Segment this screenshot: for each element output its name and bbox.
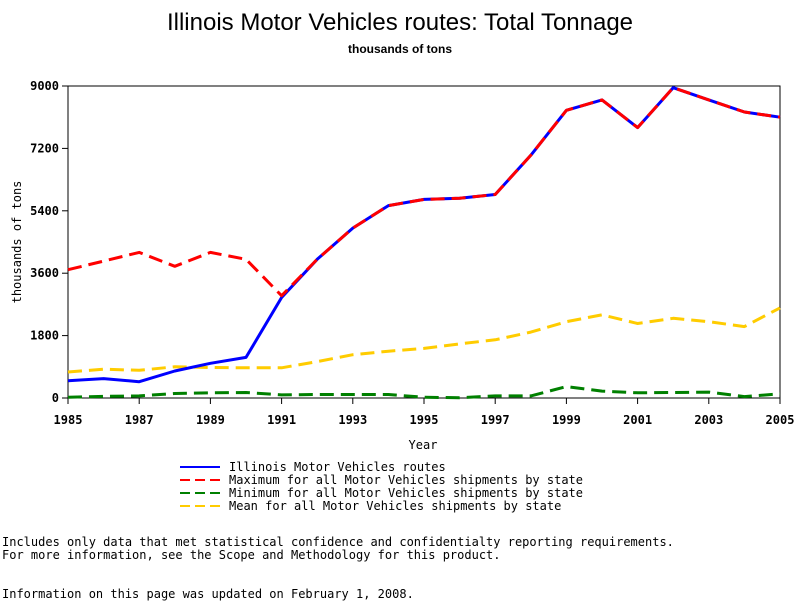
series-line-1 [67,86,781,298]
x-tick-label: 1995 [410,413,439,427]
y-tick-label: 0 [52,391,59,405]
legend-label-2: Minimum for all Motor Vehicles shipments… [229,486,583,500]
series-line-0 [67,86,781,384]
note-updated: Information on this page was updated on … [2,587,414,601]
y-tick-label: 5400 [30,204,59,218]
x-tick-label: 2001 [623,413,652,427]
y-axis-label: thousands of tons [10,181,24,304]
x-tick-label: 1987 [125,413,154,427]
series-group [67,86,781,400]
y-tick-label: 3600 [30,266,59,280]
x-tick-label: 2005 [766,413,795,427]
x-tick-label: 2003 [694,413,723,427]
x-tick-label: 1991 [267,413,296,427]
plot-frame [67,85,781,399]
x-axis: 1985 1987 1989 1991 1993 1995 1997 1999 2001 2003… [54,398,795,427]
legend-label-0: Illinois Motor Vehicles routes [229,460,446,474]
legend-label-3: Mean for all Motor Vehicles shipments by… [229,499,561,513]
x-axis-label: Year [409,438,438,452]
y-tick-label: 1800 [30,329,59,343]
legend-label-1: Maximum for all Motor Vehicles shipments… [229,473,583,487]
note-confidence: Includes only data that met statistical … [2,535,674,549]
x-tick-label: 1989 [196,413,225,427]
chart-subtitle: thousands of tons [348,42,452,56]
y-tick-label: 9000 [30,79,59,93]
y-tick-label: 7200 [30,141,59,155]
note-methodology: For more information, see the Scope and … [2,548,501,562]
x-tick-label: 1999 [552,413,581,427]
series-line-2 [67,385,781,400]
series-line-3 [67,306,781,374]
x-tick-label: 1985 [54,413,83,427]
y-axis: 0 1800 3600 5400 7200 9000 [30,79,68,405]
line-chart: Illinois Motor Vehicles routes: Total To… [10,9,794,513]
chart-title: Illinois Motor Vehicles routes: Total To… [167,9,633,36]
x-tick-label: 1993 [338,413,367,427]
x-tick-label: 1997 [481,413,510,427]
